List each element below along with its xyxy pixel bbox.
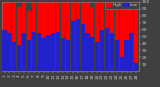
Bar	[80, 2, 85, 71]
Bar	[105, 2, 109, 71]
Bar	[2, 2, 7, 71]
Legend: High, Low: High, Low	[105, 2, 139, 9]
Bar	[61, 38, 65, 71]
Bar	[90, 37, 94, 71]
Bar	[22, 33, 26, 71]
Bar	[95, 42, 99, 71]
Bar	[105, 28, 109, 71]
Bar	[124, 2, 129, 71]
Bar	[76, 2, 80, 71]
Bar	[12, 2, 16, 71]
Bar	[12, 42, 16, 71]
Bar	[100, 2, 104, 71]
Bar	[71, 21, 75, 71]
Bar	[71, 2, 75, 71]
Bar	[95, 2, 99, 71]
Bar	[85, 33, 90, 71]
Bar	[46, 35, 51, 71]
Bar	[37, 33, 41, 71]
Bar	[22, 2, 26, 71]
Bar	[115, 40, 119, 71]
Bar	[85, 2, 90, 71]
Bar	[61, 2, 65, 71]
Bar	[66, 40, 70, 71]
Bar	[37, 2, 41, 71]
Bar	[17, 45, 21, 71]
Bar	[32, 32, 36, 71]
Bar	[80, 24, 85, 71]
Bar	[134, 2, 138, 71]
Bar	[32, 2, 36, 71]
Bar	[7, 33, 12, 71]
Bar	[120, 57, 124, 71]
Bar	[41, 2, 46, 71]
Bar	[17, 7, 21, 71]
Bar	[46, 2, 51, 71]
Bar	[56, 2, 60, 71]
Bar	[110, 33, 114, 71]
Bar	[7, 2, 12, 71]
Bar	[51, 2, 55, 71]
Bar	[129, 2, 133, 71]
Bar	[110, 2, 114, 71]
Bar	[134, 63, 138, 71]
Bar	[27, 11, 31, 71]
Bar	[27, 40, 31, 71]
Bar	[2, 30, 7, 71]
Bar	[90, 7, 94, 71]
Bar	[41, 38, 46, 71]
Bar	[124, 40, 129, 71]
Bar	[115, 2, 119, 71]
Bar	[56, 32, 60, 71]
Bar	[76, 19, 80, 71]
Bar	[100, 30, 104, 71]
Bar	[129, 33, 133, 71]
Bar	[66, 2, 70, 71]
Bar	[120, 2, 124, 71]
Bar	[51, 33, 55, 71]
